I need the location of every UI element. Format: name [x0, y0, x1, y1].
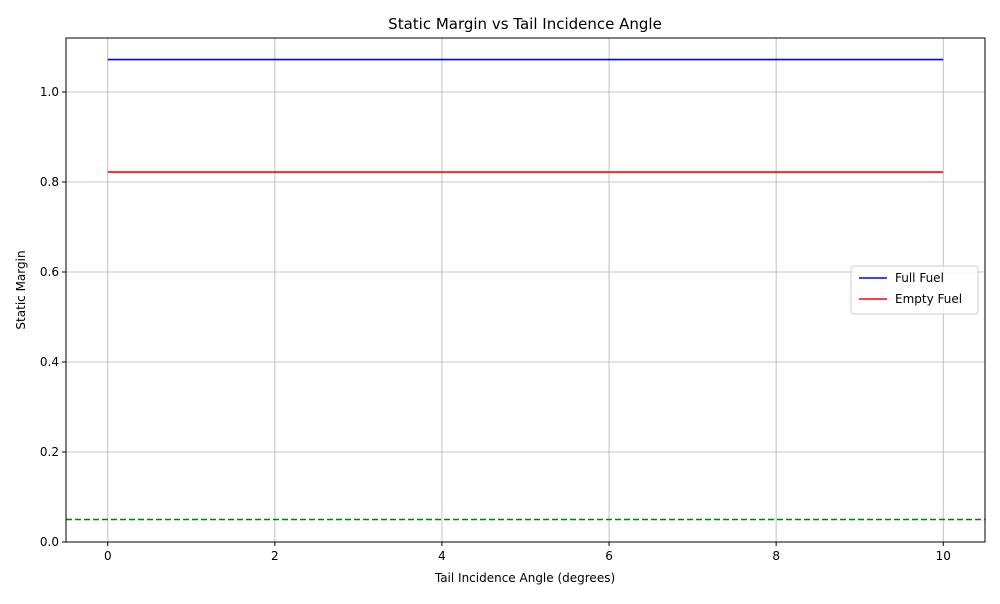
y-tick-label: 0.0	[40, 535, 59, 549]
x-axis-ticks: 0 2 4 6 8 10	[104, 542, 951, 563]
x-tick-label: 6	[605, 549, 613, 563]
chart-title: Static Margin vs Tail Incidence Angle	[388, 15, 662, 33]
y-tick-label: 0.6	[40, 265, 59, 279]
y-tick-label: 1.0	[40, 85, 59, 99]
legend: Full Fuel Empty Fuel	[850, 265, 979, 315]
series-lines	[107, 58, 944, 173]
x-tick-label: 10	[936, 549, 951, 563]
x-tick-label: 8	[772, 549, 780, 563]
legend-label: Empty Fuel	[895, 292, 962, 306]
y-axis-label: Static Margin	[14, 250, 28, 329]
plot-area	[66, 38, 985, 542]
y-axis-ticks: 0.0 0.2 0.4 0.6 0.8 1.0	[40, 85, 66, 549]
x-tick-label: 2	[271, 549, 279, 563]
y-tick-label: 0.8	[40, 175, 59, 189]
legend-label: Full Fuel	[895, 271, 944, 285]
x-axis-label: Tail Incidence Angle (degrees)	[434, 571, 615, 585]
y-tick-label: 0.4	[40, 355, 59, 369]
x-tick-label: 0	[104, 549, 112, 563]
plot-frame	[65, 37, 986, 543]
y-tick-label: 0.2	[40, 445, 59, 459]
x-tick-label: 4	[438, 549, 446, 563]
